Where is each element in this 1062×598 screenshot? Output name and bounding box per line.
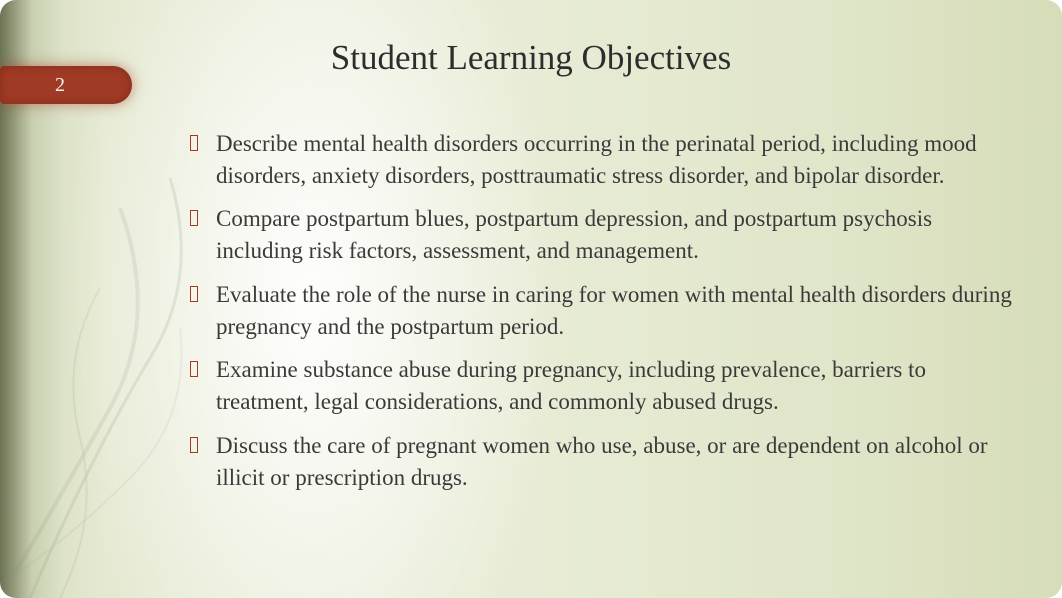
slide-container: 2 Student Learning Objectives Describe m…: [0, 0, 1062, 598]
bullet-text: Describe mental health disorders occurri…: [216, 128, 1015, 191]
bullet-marker-icon: [190, 361, 198, 377]
bullet-marker-icon: [190, 286, 198, 302]
bullet-marker-icon: [190, 437, 198, 453]
list-item: Compare postpartum blues, postpartum dep…: [190, 203, 1015, 266]
bullet-text: Compare postpartum blues, postpartum dep…: [216, 203, 1015, 266]
bullet-marker-icon: [190, 135, 198, 151]
bullet-text: Examine substance abuse during pregnancy…: [216, 354, 1015, 417]
bullet-list: Describe mental health disorders occurri…: [190, 128, 1015, 505]
list-item: Describe mental health disorders occurri…: [190, 128, 1015, 191]
list-item: Evaluate the role of the nurse in caring…: [190, 279, 1015, 342]
list-item: Discuss the care of pregnant women who u…: [190, 430, 1015, 493]
bullet-marker-icon: [190, 210, 198, 226]
bullet-text: Discuss the care of pregnant women who u…: [216, 430, 1015, 493]
list-item: Examine substance abuse during pregnancy…: [190, 354, 1015, 417]
bullet-text: Evaluate the role of the nurse in caring…: [216, 279, 1015, 342]
slide-title: Student Learning Objectives: [0, 38, 1062, 78]
